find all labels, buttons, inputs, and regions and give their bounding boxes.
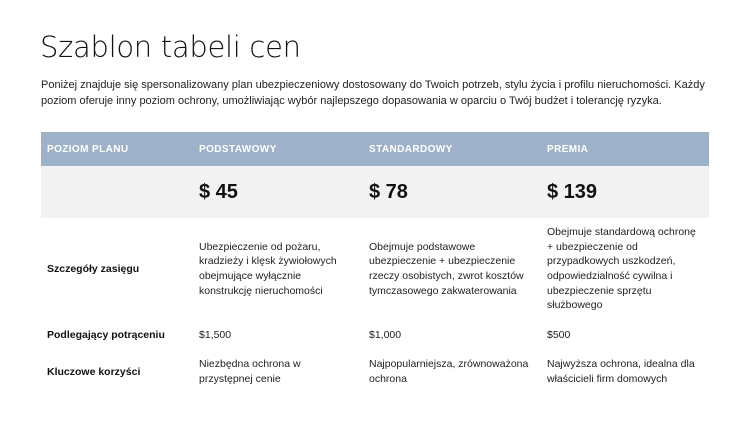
price-standard: $ 78 xyxy=(369,180,408,203)
header-plan-level: POZIOM PLANU xyxy=(47,143,129,155)
row-label: Podlegający potrąceniu xyxy=(47,329,165,341)
pricing-table: POZIOM PLANU PODSTAWOWY STANDARDOWY PREM… xyxy=(41,132,709,394)
intro-text: Poniżej znajduje się spersonalizowany pl… xyxy=(41,79,705,107)
header-standard: STANDARDOWY xyxy=(369,143,453,155)
cell-standard: $1,000 xyxy=(369,328,402,341)
page-title: Szablon tabeli cen xyxy=(40,30,301,64)
cell-premium: $500 xyxy=(547,328,571,341)
header-basic: PODSTAWOWY xyxy=(199,143,277,155)
row-label: Szczegóły zasięgu xyxy=(47,263,140,275)
cell-standard: Obejmuje podstawowe ubezpieczenie + ubez… xyxy=(369,240,524,297)
price-row: $ 45 $ 78 $ 139 xyxy=(41,166,709,218)
cell-premium: Najwyższa ochrona, idealna dla właścicie… xyxy=(547,358,695,385)
cell-premium: Obejmuje standardową ochronę + ubezpiecz… xyxy=(547,225,696,312)
price-basic: $ 45 xyxy=(199,180,238,203)
table-row: Szczegóły zasięgu Ubezpieczenie od pożar… xyxy=(41,218,709,320)
row-label: Kluczowe korzyści xyxy=(47,366,141,378)
cell-standard: Najpopularniejsza, zrównoważona ochrona xyxy=(369,358,529,385)
price-premium: $ 139 xyxy=(547,180,598,203)
cell-basic: Niezbędna ochrona w przystępnej cenie xyxy=(199,358,301,385)
table-row: Podlegający potrąceniu $1,500 $1,000 $50… xyxy=(41,320,709,350)
cell-basic: Ubezpieczenie od pożaru, kradzieży i klę… xyxy=(199,240,337,297)
table-row: Kluczowe korzyści Niezbędna ochrona w pr… xyxy=(41,350,709,394)
table-header-row: POZIOM PLANU PODSTAWOWY STANDARDOWY PREM… xyxy=(41,132,709,166)
header-premium: PREMIA xyxy=(547,143,589,155)
cell-basic: $1,500 xyxy=(199,328,232,341)
